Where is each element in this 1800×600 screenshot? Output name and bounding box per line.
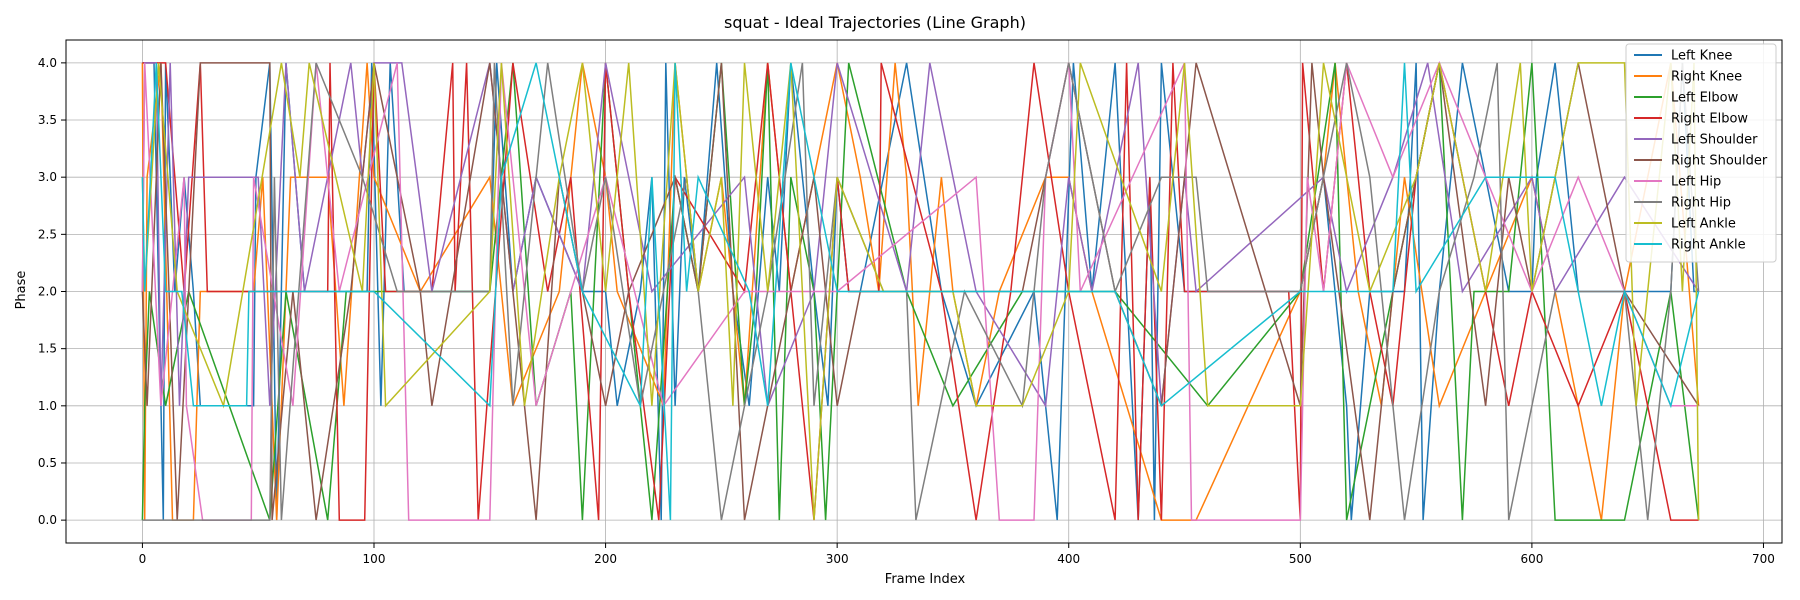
x-tick-label: 700: [1752, 552, 1775, 566]
legend-entry: Left Ankle: [1671, 217, 1736, 232]
y-axis-label: Phase: [14, 271, 29, 310]
y-tick-label: 0.0: [38, 513, 57, 527]
x-axis-ticks: 0 100 200 300 400 500 600 700: [139, 543, 1775, 566]
y-axis-ticks: 0.0 0.5 1.0 1.5 2.0 2.5 3.0 3.5 4.0: [38, 56, 66, 527]
y-tick-label: 2.0: [38, 285, 57, 299]
y-tick-label: 3.5: [38, 113, 57, 127]
x-tick-label: 100: [363, 552, 386, 566]
legend: Left Knee Right Knee Left Elbow Right Elbow…: [1625, 43, 1777, 263]
chart-title: squat - Ideal Trajectories (Line Graph): [724, 13, 1026, 32]
legend-entry: Right Hip: [1671, 196, 1731, 211]
legend-entry: Left Shoulder: [1671, 133, 1758, 148]
series-line-left-shoulder: [141, 62, 1700, 409]
x-tick-label: 600: [1520, 552, 1543, 566]
y-tick-label: 1.0: [38, 399, 57, 413]
y-tick-label: 4.0: [38, 56, 57, 70]
series-line-right-ankle: [141, 62, 1700, 521]
x-tick-label: 200: [594, 552, 617, 566]
legend-entry: Left Elbow: [1671, 91, 1739, 106]
y-tick-label: 3.0: [38, 170, 57, 184]
legend-entry: Right Elbow: [1671, 112, 1748, 127]
plot-area: [141, 60, 1700, 521]
legend-entry: Right Shoulder: [1671, 154, 1768, 169]
legend-entry: Left Knee: [1671, 49, 1732, 64]
legend-entry: Left Hip: [1671, 175, 1721, 190]
legend-box: [1625, 43, 1777, 263]
legend-entry: Right Ankle: [1671, 238, 1746, 253]
x-tick-label: 300: [826, 552, 849, 566]
series-line-right-shoulder: [141, 62, 1700, 521]
x-axis-label: Frame Index: [885, 572, 966, 587]
y-tick-label: 1.5: [38, 342, 57, 356]
y-tick-label: 0.5: [38, 456, 57, 470]
x-tick-label: 400: [1057, 552, 1080, 566]
x-tick-label: 500: [1289, 552, 1312, 566]
legend-entry: Right Knee: [1671, 70, 1742, 85]
series-line-left-ankle: [141, 62, 1700, 521]
x-tick-label: 0: [139, 552, 147, 566]
y-tick-label: 2.5: [38, 227, 57, 241]
